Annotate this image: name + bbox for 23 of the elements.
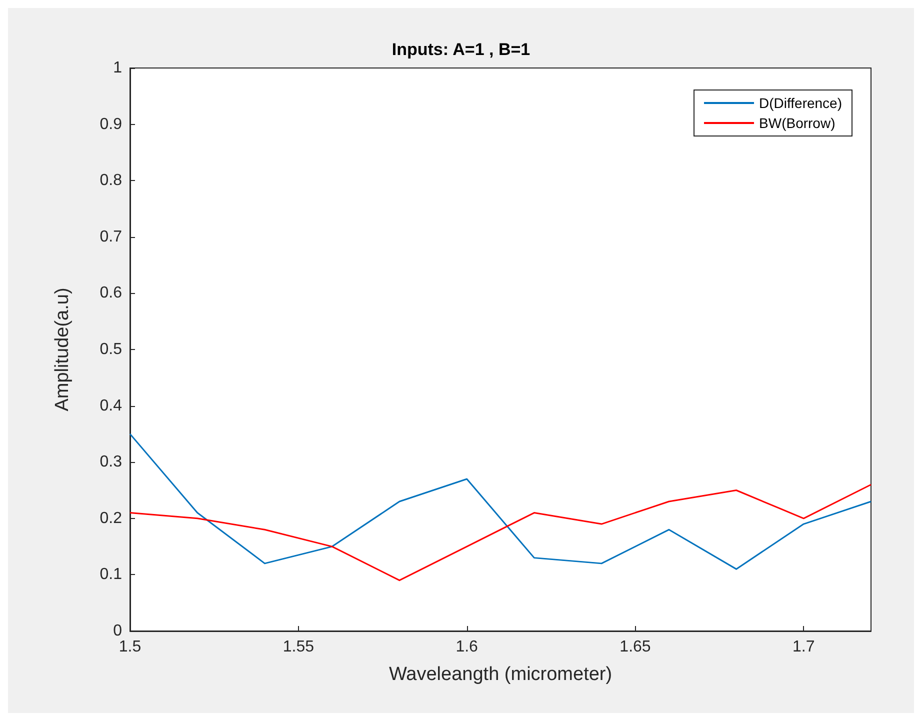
y-tick-label: 1: [113, 60, 122, 76]
x-tick-label: 1.7: [792, 638, 815, 656]
y-tick-label: 0.4: [100, 397, 122, 414]
y-tick-label: 0.2: [100, 510, 122, 527]
y-tick-label: 0.7: [100, 228, 122, 246]
x-tick-label: 1.55: [282, 638, 314, 656]
line-series: [129, 433, 872, 570]
line-series: [129, 484, 872, 582]
y-tick-label: 0.3: [100, 454, 122, 471]
y-tick-label: 0: [113, 622, 122, 640]
x-axis-title: Waveleangth (micrometer): [388, 664, 612, 685]
y-tick-label: 0.8: [100, 172, 122, 190]
y-axis-title: Amplitude(a.u): [52, 288, 73, 412]
chart-title: Inputs: A=1 , B=1: [392, 40, 530, 59]
y-tick-label: 0.9: [100, 116, 122, 133]
x-tick-label: 1.6: [456, 638, 478, 656]
y-tick-label: 0.6: [100, 284, 122, 302]
y-tick-label: 0.1: [100, 566, 122, 584]
legend-label: BW(Borrow): [759, 115, 836, 131]
y-tick-label: 0.5: [100, 341, 122, 358]
x-tick-label: 1.5: [118, 638, 142, 656]
x-tick-label: 1.65: [620, 638, 651, 656]
legend-label: D(Difference): [759, 95, 842, 111]
